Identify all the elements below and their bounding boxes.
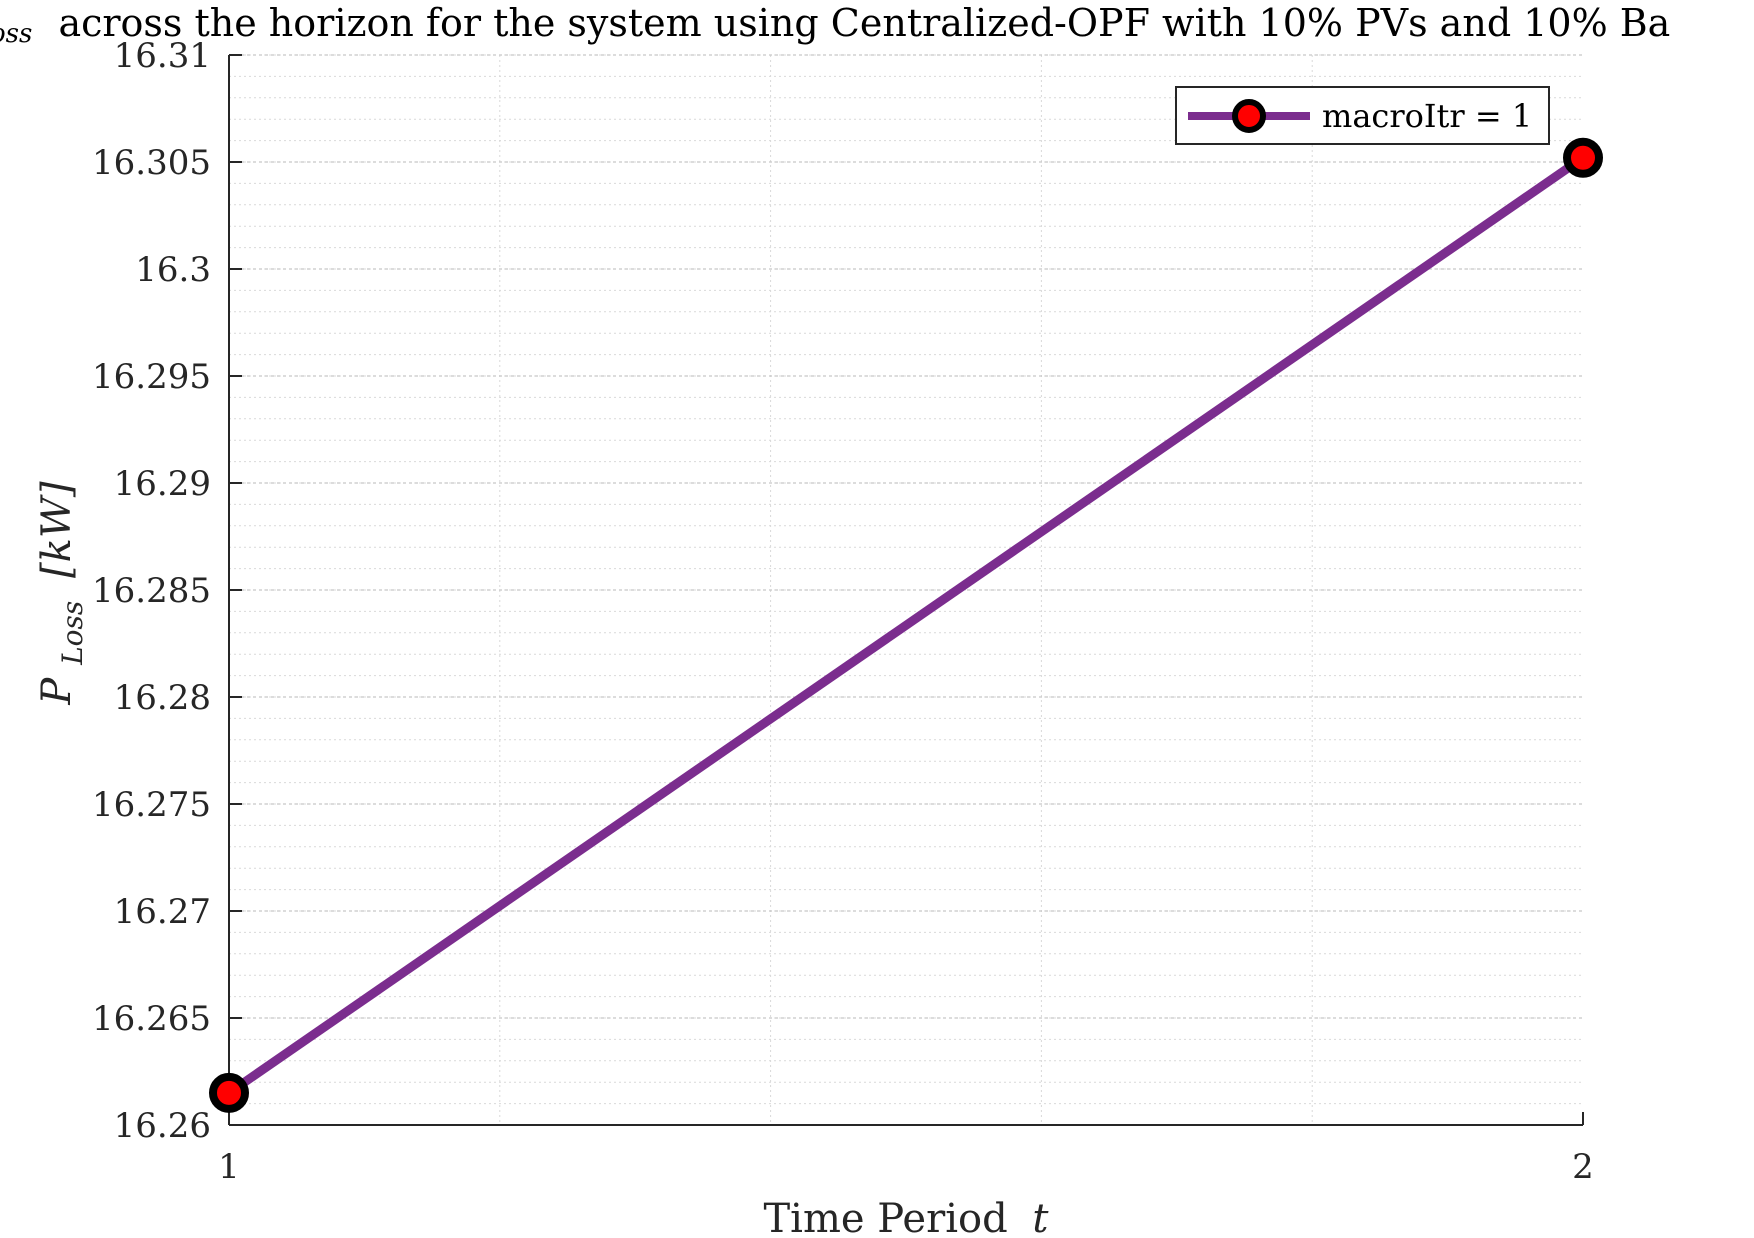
y-tick-label: 16.285 [92,571,211,611]
y-axis-title-sub: Loss [56,601,89,666]
y-tick-label: 16.305 [92,143,211,183]
legend-entry-label: macroItr = 1 [1322,97,1532,135]
y-tick-label: 16.265 [92,999,211,1039]
legend-marker [1232,99,1266,133]
x-axis-title-var: t [1032,1196,1049,1238]
series-group [209,137,1603,1113]
y-axis-title: P Loss [kW] [34,481,92,706]
chart-title: oss across the horizon for the system us… [0,1,1670,51]
y-axis-title-unit: [kW] [34,481,80,578]
x-tick-label: 1 [218,1147,240,1187]
legend: macroItr = 1 [1175,86,1550,145]
y-tick-label: 16.295 [92,357,211,397]
y-tick-label: 16.275 [92,785,211,825]
chart-title-fragment: oss [0,19,32,49]
y-tick-label: 16.27 [114,892,211,932]
y-tick-label: 16.3 [135,250,211,290]
chart-title-text: across the horizon for the system using … [58,1,1670,45]
series-line [226,154,1586,1097]
data-point [1563,137,1603,178]
y-tick-label: 16.29 [114,464,211,504]
tick-marks [228,54,1584,1126]
minor-grid [229,54,1583,1126]
y-tick-label: 16.26 [114,1106,211,1146]
tick-labels: 16.26 16.265 16.27 16.275 16.28 16.285 16.29 16… [92,36,1594,1187]
data-point [209,1072,249,1113]
x-tick-label: 2 [1572,1147,1594,1187]
x-axis-title-text: Time Period [764,1196,1008,1238]
y-axis-title-p: P [34,677,80,706]
x-axis-title: Time Period t [764,1196,1050,1238]
y-tick-label: 16.28 [114,678,211,718]
y-tick-label: 16.31 [114,36,211,76]
